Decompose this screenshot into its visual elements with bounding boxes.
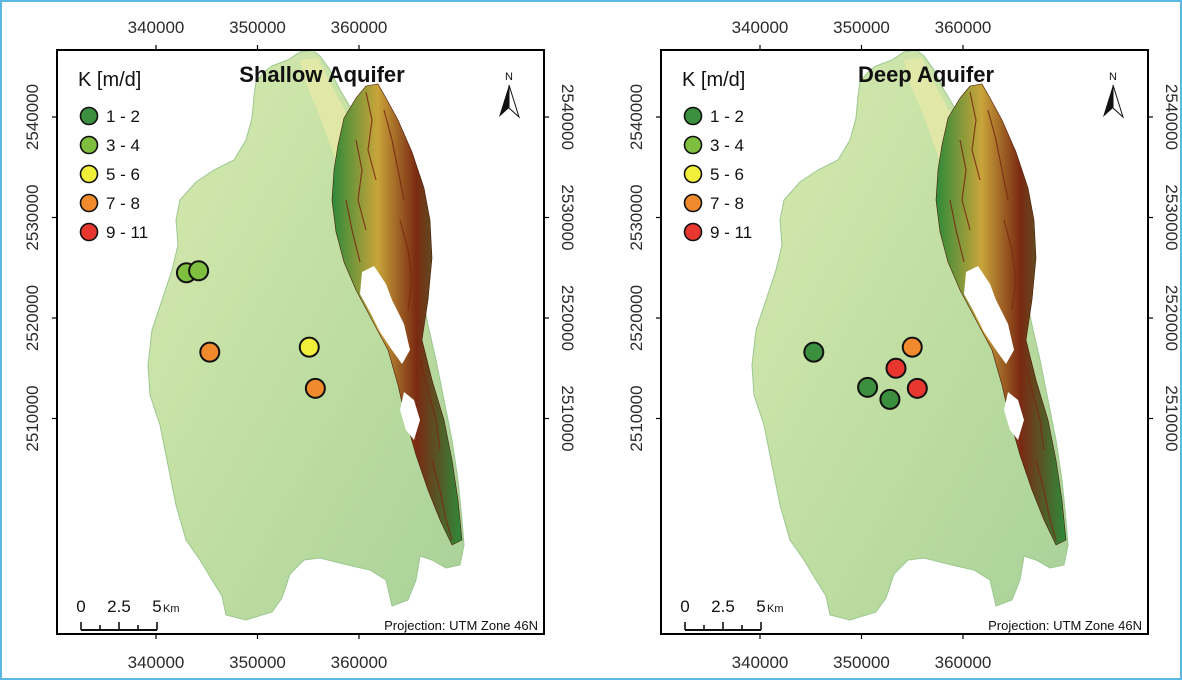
scale-label: 5: [152, 597, 161, 616]
legend-label: 9 - 11: [710, 223, 752, 242]
y-tick-label-left: 2530000: [627, 184, 646, 250]
map-title: Shallow Aquifer: [239, 62, 405, 87]
map-svg: 340000 340000 350000 350000 360000 360000 2540…: [23, 18, 577, 672]
scale-label: 2.5: [711, 597, 735, 616]
scale-label: 0: [76, 597, 85, 616]
north-label: N: [505, 71, 513, 83]
sample-point: [885, 357, 907, 379]
sample-point: [857, 376, 879, 398]
y-tick-label-right: 2510000: [558, 385, 577, 451]
sample-point: [199, 341, 221, 363]
legend-swatch: [683, 193, 703, 213]
map-frame: [56, 49, 545, 635]
y-tick-label-right: 2530000: [1162, 184, 1181, 250]
cloud-gap: [1004, 392, 1024, 440]
legend-label: 5 - 6: [106, 165, 140, 184]
sample-point: [188, 260, 210, 282]
map-frame: [660, 49, 1149, 635]
y-tick-label-left: 2520000: [627, 285, 646, 351]
legend-swatch: [683, 222, 703, 242]
legend-swatch: [683, 106, 703, 126]
sample-point: [298, 336, 320, 358]
scale-label: 2.5: [107, 597, 131, 616]
legend-label: 7 - 8: [710, 194, 744, 213]
x-tick-label-top: 360000: [331, 18, 388, 37]
y-tick-label-right: 2530000: [558, 184, 577, 250]
sample-point: [901, 336, 923, 358]
legend-label: 3 - 4: [106, 136, 140, 155]
x-tick-label-bottom: 360000: [935, 653, 992, 672]
x-tick-label-bottom: 350000: [229, 653, 286, 672]
x-tick-label-top: 350000: [229, 18, 286, 37]
scale-label: 5: [756, 597, 765, 616]
legend-label: 9 - 11: [106, 223, 148, 242]
legend-label: 1 - 2: [710, 107, 744, 126]
y-tick-label-left: 2520000: [23, 285, 42, 351]
y-tick-label-right: 2520000: [558, 285, 577, 351]
sample-point: [906, 377, 928, 399]
legend-swatch: [683, 164, 703, 184]
y-tick-label-left: 2540000: [23, 84, 42, 150]
y-tick-label-left: 2530000: [23, 184, 42, 250]
legend-swatch: [79, 193, 99, 213]
legend-title: K [m/d]: [682, 69, 745, 91]
y-tick-label-right: 2540000: [1162, 84, 1181, 150]
sample-point: [879, 388, 901, 410]
legend-label: 3 - 4: [710, 136, 744, 155]
north-label: N: [1109, 71, 1117, 83]
x-tick-label-bottom: 360000: [331, 653, 388, 672]
ridge-lines: [949, 91, 1057, 541]
projection-note: Projection: UTM Zone 46N: [988, 618, 1142, 633]
scale-bar: [684, 622, 762, 631]
x-tick-label-top: 340000: [128, 18, 185, 37]
map-panel-deep: 340000 340000 350000 350000 360000 360000 2540…: [604, 0, 1182, 680]
y-tick-label-right: 2520000: [1162, 285, 1181, 351]
y-tick-label-left: 2510000: [23, 385, 42, 451]
y-tick-label-left: 2540000: [627, 84, 646, 150]
y-tick-label-right: 2510000: [1162, 385, 1181, 451]
legend-label: 1 - 2: [106, 107, 140, 126]
north-arrow-icon: [499, 84, 521, 119]
cloud-gap: [360, 266, 410, 364]
ridge-lines: [345, 91, 453, 541]
legend-title: K [m/d]: [78, 69, 141, 91]
cloud-gap: [400, 392, 420, 440]
scale-unit: Km: [163, 603, 180, 615]
north-arrow-icon: [1103, 84, 1125, 119]
scale-label: 0: [680, 597, 689, 616]
x-tick-label-bottom: 350000: [833, 653, 890, 672]
legend-swatch: [79, 106, 99, 126]
legend-swatch: [79, 135, 99, 155]
y-tick-label-left: 2510000: [627, 385, 646, 451]
legend-label: 7 - 8: [106, 194, 140, 213]
legend-swatch: [79, 164, 99, 184]
x-tick-label-top: 360000: [935, 18, 992, 37]
x-tick-label-top: 340000: [732, 18, 789, 37]
map-title: Deep Aquifer: [858, 62, 995, 87]
legend-swatch: [79, 222, 99, 242]
x-tick-label-bottom: 340000: [128, 653, 185, 672]
projection-note: Projection: UTM Zone 46N: [384, 618, 538, 633]
cloud-gap: [964, 266, 1014, 364]
sample-point: [803, 341, 825, 363]
x-tick-label-top: 350000: [833, 18, 890, 37]
scale-bar: [80, 622, 158, 631]
legend-label: 5 - 6: [710, 165, 744, 184]
scale-unit: Km: [767, 603, 784, 615]
x-tick-label-bottom: 340000: [732, 653, 789, 672]
map-svg: 340000 340000 350000 350000 360000 360000 2540…: [627, 18, 1181, 672]
legend-swatch: [683, 135, 703, 155]
sample-point: [304, 377, 326, 399]
y-tick-label-right: 2540000: [558, 84, 577, 150]
map-panel-shallow: 340000 340000 350000 350000 360000 360000 2540…: [0, 0, 578, 680]
